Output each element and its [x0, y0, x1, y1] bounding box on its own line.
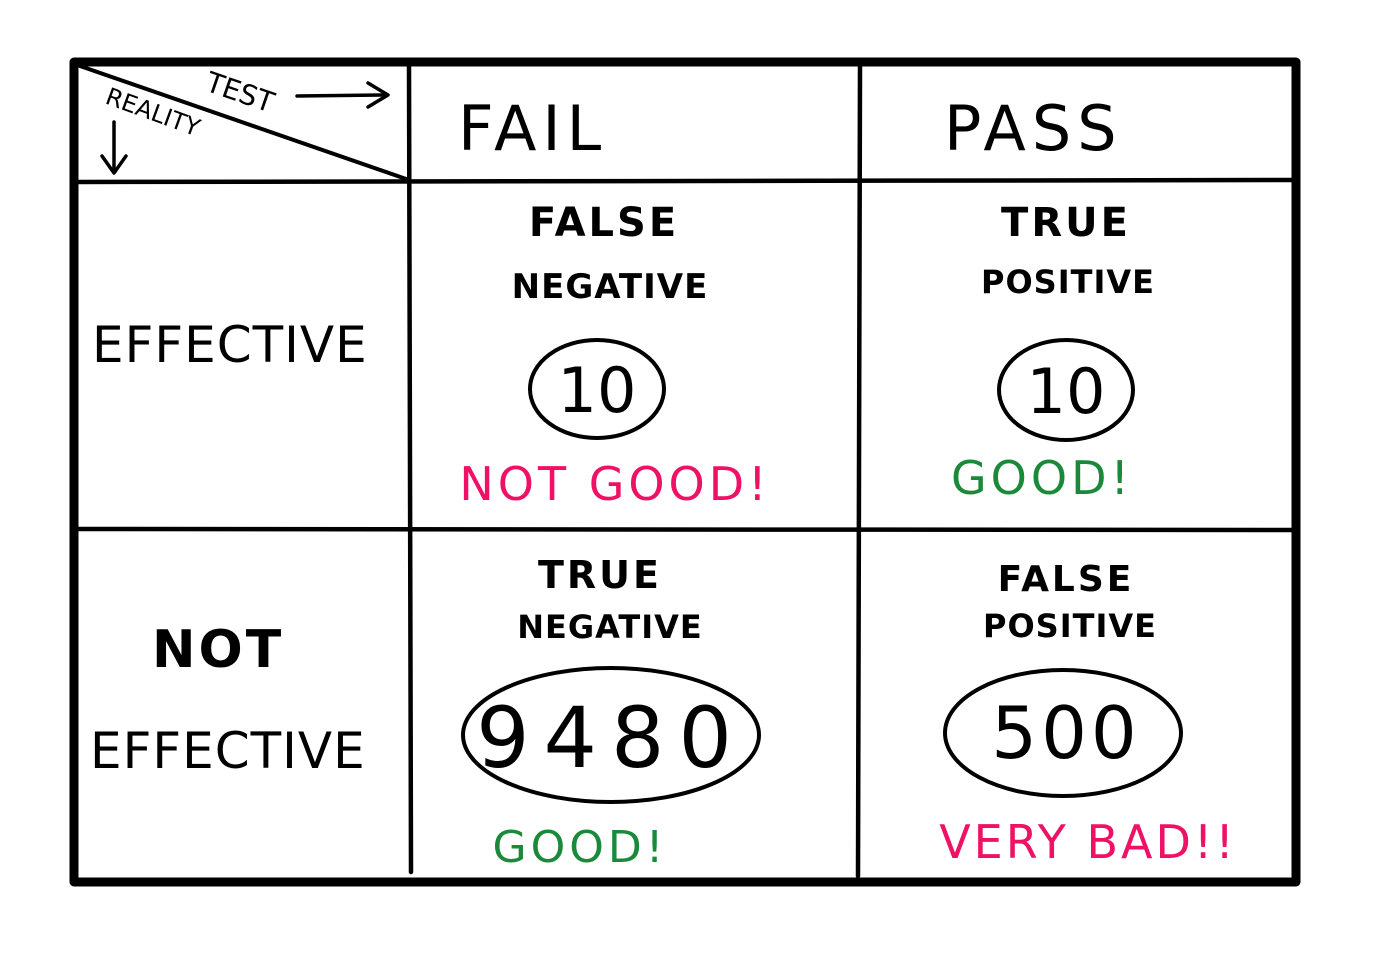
count-value: 9480: [476, 689, 746, 787]
row-divider: [73, 526, 1295, 533]
column-header-pass: PASS: [944, 92, 1123, 165]
count-circle: [461, 666, 761, 804]
cell-label-line2: POSITIVE: [983, 607, 1157, 645]
count-value: 500: [991, 691, 1140, 775]
column-header-fail: FAIL: [458, 92, 607, 165]
count-circle: [528, 338, 666, 440]
column-divider-left: [406, 63, 414, 875]
cell-false-positive: FALSE POSITIVE 500 VERY BAD!!: [939, 559, 1237, 869]
cell-label-line2: POSITIVE: [981, 263, 1155, 301]
row-header-not-effective: EFFECTIVE: [90, 722, 366, 780]
cell-label-line1: TRUE: [538, 553, 662, 597]
count-value: 10: [558, 354, 637, 427]
arrow-right-icon: [295, 81, 390, 109]
arrow-down-icon: [100, 120, 128, 175]
cell-label-line1: FALSE: [529, 200, 679, 246]
column-divider-right: [855, 63, 863, 879]
row-header-effective: EFFECTIVE: [92, 316, 368, 374]
cell-false-negative: FALSE NEGATIVE 10 NOT GOOD!: [459, 200, 770, 511]
cell-true-negative: TRUE NEGATIVE 9480 GOOD!: [461, 553, 761, 873]
table-frame: [69, 57, 1301, 887]
verdict-label: VERY BAD!!: [939, 815, 1237, 869]
count-value: 10: [1027, 355, 1106, 428]
count-circle: [997, 338, 1135, 442]
cell-label-line2: NEGATIVE: [512, 267, 709, 307]
verdict-label: NOT GOOD!: [459, 457, 770, 511]
verdict-label: GOOD!: [951, 451, 1133, 505]
verdict-label: GOOD!: [493, 822, 668, 873]
cell-true-positive: TRUE POSITIVE 10 GOOD!: [951, 200, 1155, 505]
cell-label-line2: NEGATIVE: [517, 608, 703, 646]
corner-diagonal: [78, 64, 411, 182]
cell-label-line1: FALSE: [998, 559, 1135, 600]
header-divider: [73, 177, 1295, 185]
cell-label-line1: TRUE: [1001, 200, 1131, 246]
count-circle: [943, 668, 1183, 798]
row-header-not: NOT: [152, 620, 284, 680]
